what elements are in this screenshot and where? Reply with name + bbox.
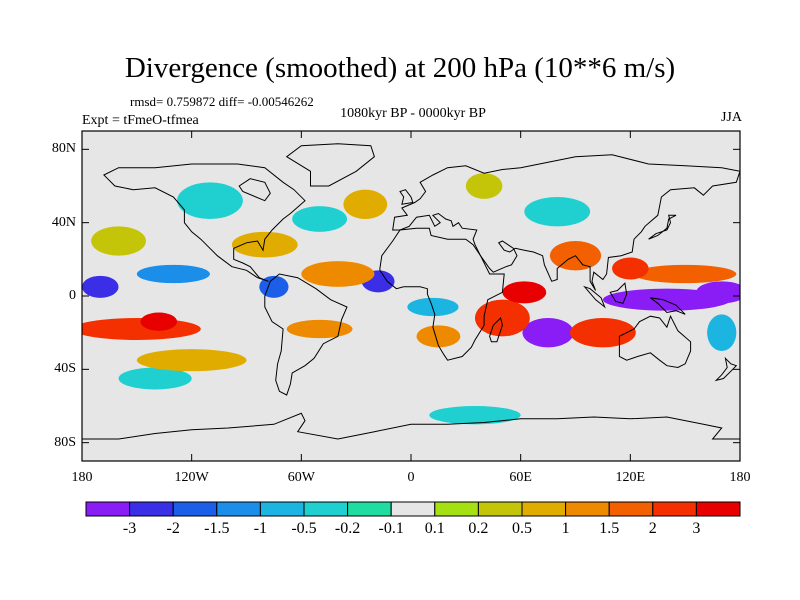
divergence-anomaly-29 [91,226,146,256]
season-label: JJA [720,110,742,125]
x-tick-label: 0 [407,470,415,485]
colorbar-label: 1.5 [599,520,620,537]
colorbar-swatch-12 [608,501,654,517]
y-tick-label: 40N [51,214,76,230]
divergence-anomaly-1 [696,281,740,304]
coastline-britain [399,189,414,205]
colorbar-label: -0.2 [334,520,361,537]
colorbar-swatch-3 [216,501,261,517]
coastline-australia [618,314,692,369]
divergence-anomaly-18 [502,281,547,304]
x-tick-label: 120E [615,470,646,485]
colorbar-label: -2 [166,520,180,537]
divergence-field [82,173,740,425]
colorbar-label: 0.2 [468,520,489,537]
y-tick-label: 40S [54,361,76,377]
coastline-japan [648,214,677,240]
colorbar-label: -0.1 [378,520,404,537]
colorbar-swatch-10 [521,501,567,517]
colorbar-swatch-0 [85,501,131,517]
colorbar-swatch-6 [347,501,392,517]
colorbar-label: 1 [561,520,570,537]
divergence-anomaly-17 [474,299,530,337]
colorbar-swatch-9 [477,501,523,517]
colorbar-swatch-5 [303,501,349,517]
coastlines [82,143,740,440]
y-tick-label: 80S [54,434,76,450]
colorbar-swatch-13 [652,501,697,517]
divergence-anomaly-20 [633,264,737,284]
divergence-anomaly-25 [343,189,388,219]
colorbar-label: 0.1 [424,520,445,537]
x-tick-label: 180 [71,470,93,485]
divergence-anomaly-26 [465,173,503,199]
y-tick-label: 0 [69,288,76,303]
divergence-anomaly-16 [286,319,353,339]
divergence-anomaly-21 [612,257,649,280]
x-tick-label: 120W [174,470,209,485]
colorbar [85,501,741,517]
divergence-anomaly-11 [524,197,591,227]
divergence-anomaly-3 [82,275,119,298]
coastline-north-america [103,163,306,282]
colorbar-swatch-7 [390,501,436,517]
colorbar-label: 2 [648,520,657,537]
colorbar-swatch-14 [695,501,741,517]
colorbar-swatch-11 [565,501,610,517]
colorbar-label: 0.5 [512,520,532,537]
x-tick-label: 60E [509,470,532,485]
divergence-anomaly-6 [136,264,210,284]
x-tick-label: 60W [287,470,315,485]
coastline-africa [379,227,505,361]
coastline-madagascar [489,317,503,343]
colorbar-label: -1 [253,520,268,537]
x-tick-label: 180 [729,470,751,485]
divergence-anomaly-23 [416,325,461,348]
divergence-anomaly-24 [136,349,247,372]
divergence-anomaly-12 [429,406,521,425]
coastline-hudson-bay [238,178,271,202]
colorbar-swatch-2 [172,501,218,517]
colorbar-swatch-4 [259,501,305,517]
divergence-anomaly-15 [140,312,178,331]
divergence-anomaly-14 [82,318,201,340]
divergence-anomaly-7 [407,297,459,317]
colorbar-label: 3 [692,520,701,537]
divergence-anomaly-8 [707,314,737,351]
colorbar-label: -0.5 [291,520,317,537]
coastline-eurasia [392,154,740,291]
colorbar-swatch-1 [129,501,174,517]
rmsd-diff-stats: rmsd= 0.759872 diff= -0.00546262 [130,94,314,109]
coastline-new-zealand [714,356,738,382]
colorbar-swatch-8 [434,501,479,517]
colorbar-label: -1.5 [204,520,230,537]
divergence-anomaly-28 [231,231,298,258]
divergence-anomaly-9 [177,182,243,220]
coastline-south-america [264,273,348,396]
plot-title: Divergence (smoothed) at 200 hPa (10**6 … [124,52,676,84]
experiment-label: Expt = tFmeO-tfmea [82,113,199,128]
divergence-anomaly-2 [522,318,574,348]
axis-ticks [81,131,741,461]
divergence-anomaly-22 [301,261,375,287]
colorbar-label: -3 [122,520,137,537]
coastline-greenland [285,143,375,187]
coastline-borneo [609,282,628,304]
divergence-anomaly-13 [118,367,192,390]
y-tick-label: 80N [51,141,76,157]
coastline-new-guinea [650,297,686,315]
divergence-anomaly-10 [292,206,348,232]
coastline-sumatra [583,285,606,309]
coastline-antarctica [82,412,740,440]
time-period-label: 1080kyr BP - 0000kyr BP [340,106,486,121]
